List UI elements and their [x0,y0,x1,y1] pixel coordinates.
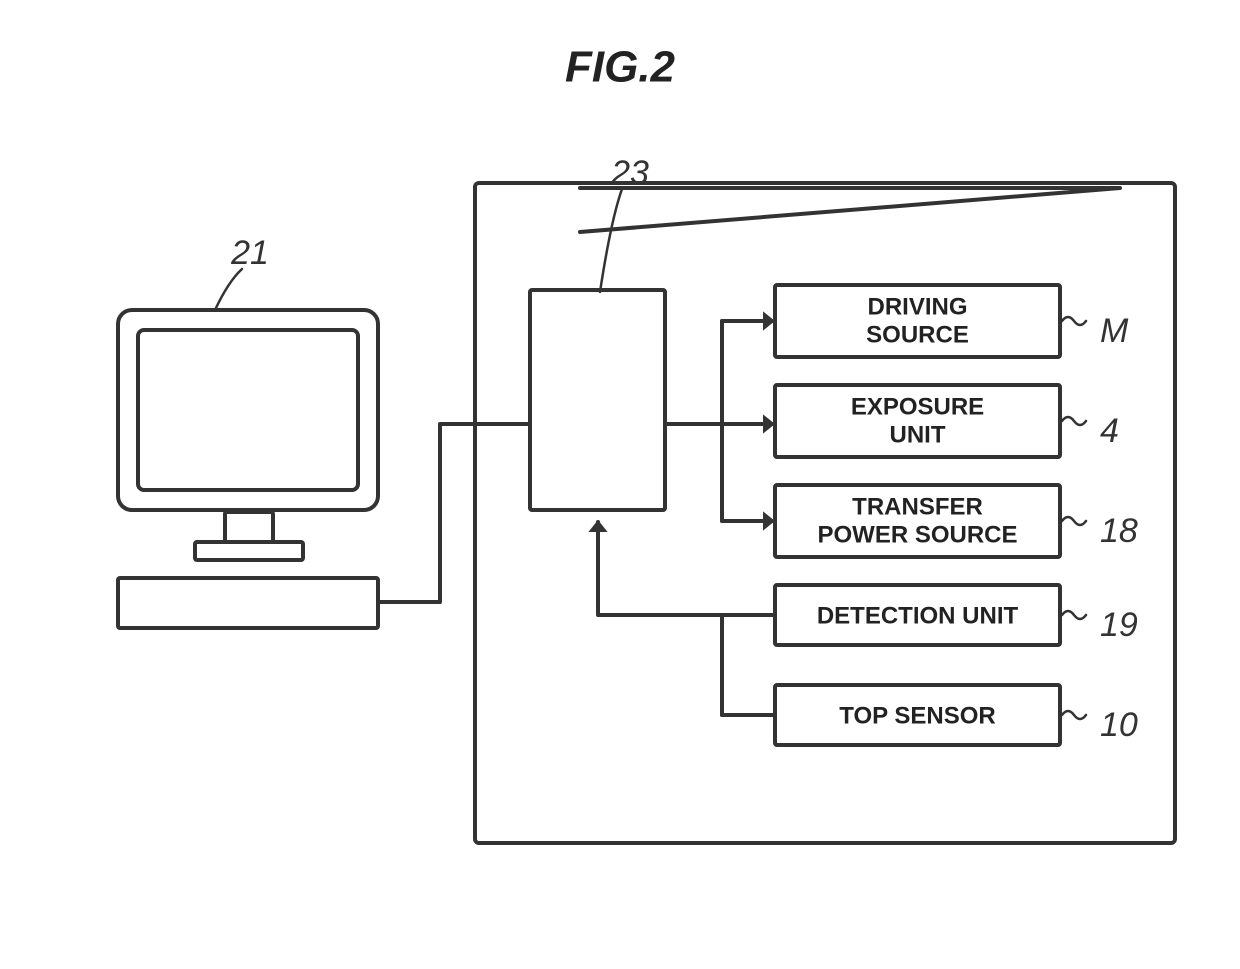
diagram-canvas: FIG.2 23 DRIVINGSOURCE M EXPOSUREUNIT 4 TRANSF… [0,0,1240,969]
svg-text:SOURCE: SOURCE [866,321,969,348]
svg-text:18: 18 [1100,512,1138,550]
svg-text:4: 4 [1100,412,1119,450]
svg-text:10: 10 [1100,706,1138,744]
svg-text:EXPOSURE: EXPOSURE [851,393,984,420]
computer-base [118,578,378,628]
svg-text:DRIVING: DRIVING [867,293,967,320]
svg-text:TRANSFER: TRANSFER [852,493,983,520]
svg-text:TOP SENSOR: TOP SENSOR [839,702,996,729]
svg-text:UNIT: UNIT [890,421,946,448]
svg-text:DETECTION UNIT: DETECTION UNIT [817,602,1019,629]
figure-title: FIG.2 [565,43,676,92]
svg-text:19: 19 [1100,606,1138,644]
svg-text:M: M [1100,312,1129,350]
controller-box [530,290,665,510]
svg-text:23: 23 [610,154,649,192]
computer-monitor [118,310,378,510]
svg-text:POWER SOURCE: POWER SOURCE [817,521,1017,548]
svg-text:21: 21 [230,234,269,272]
